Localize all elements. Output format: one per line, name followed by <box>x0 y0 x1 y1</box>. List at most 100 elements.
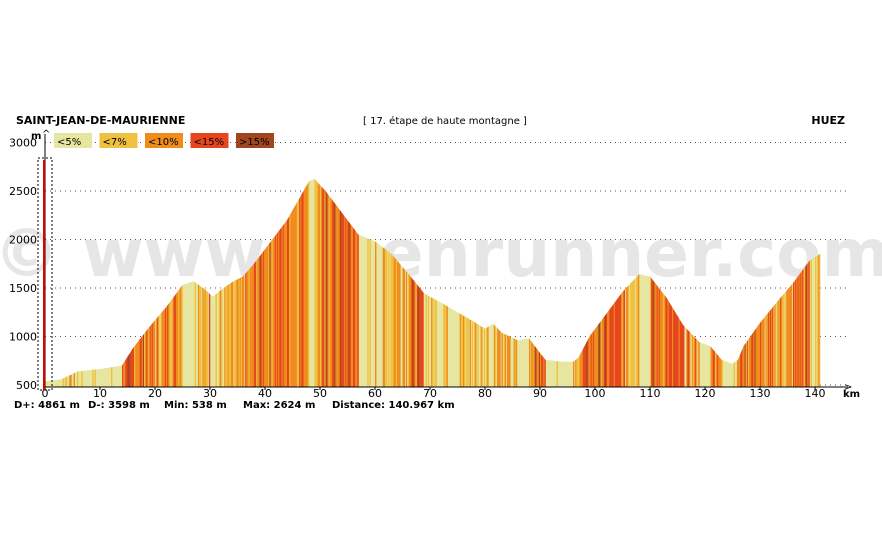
gradient-stripe <box>353 179 355 387</box>
gradient-stripe <box>335 179 337 387</box>
gradient-stripe <box>384 179 387 387</box>
gradient-stripe <box>397 179 399 387</box>
gradient-stripe <box>240 179 243 387</box>
gradient-stripe <box>274 179 277 387</box>
gradient-stripe <box>630 179 632 387</box>
gradient-stripe <box>300 179 302 387</box>
gradient-stripe <box>239 179 242 387</box>
x-tick-label: 10 <box>93 387 107 400</box>
gradient-stripe <box>650 179 652 387</box>
x-tick-label: 0 <box>42 387 49 400</box>
gradient-stripe <box>398 179 400 387</box>
gradient-stripe <box>386 179 388 387</box>
gradient-stripe <box>345 179 347 387</box>
y-tick-label: 500 <box>16 379 37 392</box>
gradient-stripe <box>375 179 377 387</box>
gradient-stripe <box>285 179 288 387</box>
gradient-stripe <box>236 179 238 387</box>
gradient-stripe <box>288 179 290 387</box>
gradient-stripe <box>252 179 255 387</box>
gradient-stripe <box>800 179 803 387</box>
gradient-stripe <box>342 179 344 387</box>
gradient-stripe <box>348 179 350 387</box>
gradient-stripe <box>332 179 334 387</box>
gradient-stripe <box>804 179 806 387</box>
gradient-stripe <box>410 179 412 387</box>
gradient-stripe <box>280 179 282 387</box>
gradient-stripe <box>408 179 410 387</box>
gradient-stripe <box>817 179 819 387</box>
gradient-stripe <box>355 179 357 387</box>
gradient-stripe <box>818 179 820 387</box>
gradient-stripe <box>369 179 371 387</box>
gradient-stripe <box>343 179 345 387</box>
gradient-stripe <box>798 179 800 387</box>
x-tick-label: 20 <box>148 387 162 400</box>
gradient-stripe <box>801 179 804 387</box>
gradient-stripe <box>250 179 253 387</box>
gradient-stripe <box>402 179 404 387</box>
gradient-stripe <box>807 179 809 387</box>
gradient-stripe <box>249 179 251 387</box>
stage-title: [ 17. étape de haute montagne ] <box>363 115 527 127</box>
gradient-stripe <box>307 179 310 387</box>
gradient-stripe <box>393 179 396 387</box>
gradient-stripe <box>399 179 401 387</box>
gradient-stripe <box>290 179 292 387</box>
x-tick-label: 30 <box>203 387 217 400</box>
legend-swatch <box>54 133 92 148</box>
gradient-stripe <box>333 179 335 387</box>
y-tick-label: 1000 <box>9 331 37 344</box>
gradient-stripe <box>295 179 298 387</box>
gradient-stripe <box>356 179 358 387</box>
y-axis-unit: m <box>31 131 41 142</box>
gradient-stripe <box>344 179 346 387</box>
y-tick-label: 1500 <box>9 282 37 295</box>
gradient-stripe <box>266 179 268 387</box>
gradient-stripe <box>302 179 304 387</box>
gradient-stripe <box>388 179 390 387</box>
gradient-stripe <box>255 179 257 387</box>
gradient-stripe <box>810 179 812 387</box>
gradient-stripe <box>383 179 386 387</box>
gradient-stripe <box>632 179 634 387</box>
y-tick-label: 3000 <box>9 137 37 150</box>
gradient-stripe <box>637 179 640 387</box>
gradient-stripe <box>272 179 275 387</box>
gradient-stripe <box>254 179 256 387</box>
gradient-stripe <box>273 179 276 387</box>
gradient-stripe <box>306 179 309 387</box>
gradient-stripe <box>633 179 635 387</box>
gradient-stripe <box>241 179 244 387</box>
gradient-stripe <box>247 179 249 387</box>
stat-item: D+: 4861 m <box>14 400 80 411</box>
legend-swatch <box>99 133 138 148</box>
legend-swatch <box>236 133 274 148</box>
y-tick-label: 2500 <box>9 185 37 198</box>
x-tick-label: 120 <box>695 387 716 400</box>
gradient-stripe <box>391 179 393 387</box>
gradient-stripe <box>405 179 408 387</box>
gradient-stripe <box>652 179 654 387</box>
gradient-stripe <box>261 179 264 387</box>
gradient-stripe <box>304 179 306 387</box>
stats-line: D+: 4861 m D-: 3598 m Min: 538 m Max: 2624 … <box>14 400 455 411</box>
gradient-stripe <box>268 179 270 387</box>
gradient-stripe <box>350 179 353 387</box>
gradient-stripe <box>367 179 369 387</box>
gradient-stripe <box>339 179 342 387</box>
legend-label: <10% <box>148 137 179 148</box>
gradient-stripe <box>346 179 348 387</box>
x-tick-label: 80 <box>478 387 492 400</box>
x-tick-label: 40 <box>258 387 272 400</box>
legend-label: <15% <box>194 137 225 148</box>
gradient-stripe <box>318 179 321 387</box>
gradient-stripe <box>654 179 656 387</box>
gradient-stripe <box>289 179 291 387</box>
gradient-stripe <box>321 179 323 387</box>
gradient-stripe <box>267 179 269 387</box>
gradient-stripe <box>336 179 338 387</box>
gradient-stripe <box>409 179 411 387</box>
gradient-stripe <box>347 179 349 387</box>
